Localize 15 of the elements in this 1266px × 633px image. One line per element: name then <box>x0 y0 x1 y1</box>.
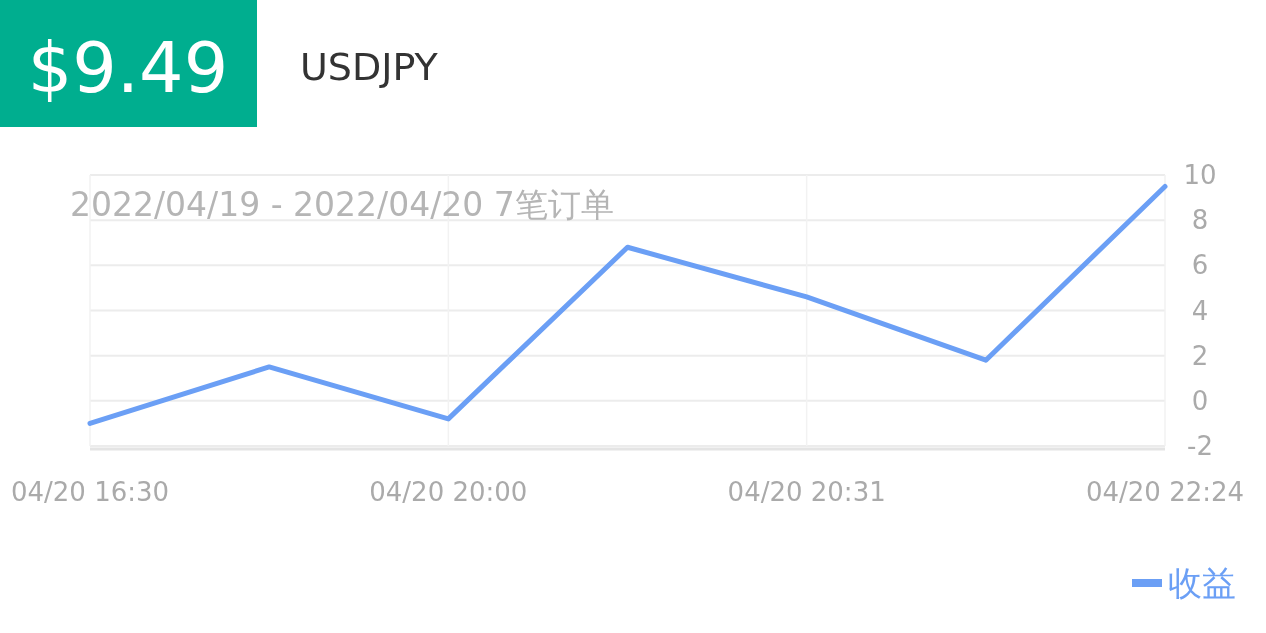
y-tick-label: 10 <box>1183 160 1217 190</box>
x-tick-label: 04/20 20:31 <box>727 477 886 507</box>
x-tick-label: 04/20 22:24 <box>1085 477 1245 507</box>
y-tick-label: -2 <box>1187 431 1213 461</box>
chart-title: $9.49 <box>27 27 229 109</box>
y-tick-label: 0 <box>1191 385 1209 416</box>
x-tick-label: 04/20 20:00 <box>369 477 528 507</box>
y-tick-label: 6 <box>1191 250 1209 281</box>
y-tick-label: 2 <box>1191 340 1209 371</box>
x-tick-label: 04/20 16:30 <box>10 477 170 507</box>
annotation: 2022/04/19 - 2022/04/20 7笔订单 <box>70 185 614 224</box>
chart-subtitle: USDJPY <box>300 45 439 89</box>
legend-label: 收益 <box>1168 563 1236 603</box>
y-tick-label: 4 <box>1191 295 1209 326</box>
y-tick-label: 8 <box>1191 205 1209 236</box>
